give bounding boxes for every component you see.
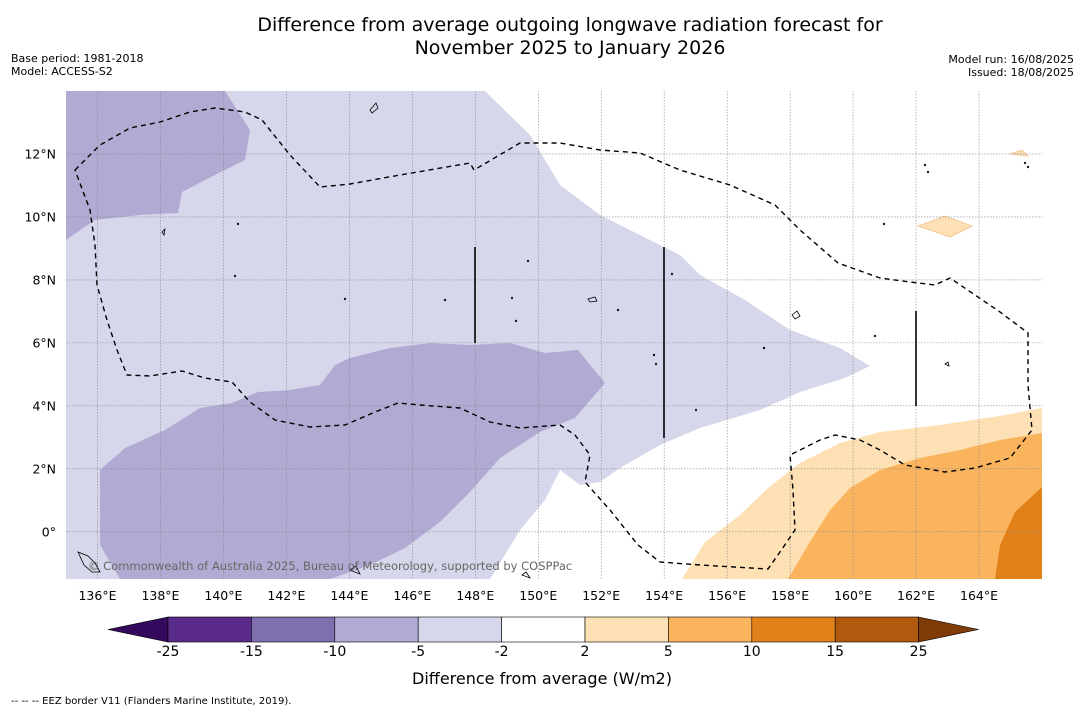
lat-tick-label: 0°: [42, 524, 56, 539]
lon-tick-label: 150°E: [519, 588, 557, 603]
colorbar-tick-label: -2: [494, 644, 509, 660]
colorbar-segment: [417, 616, 502, 643]
colorbar-tick-label: -10: [323, 644, 347, 660]
colorbar-title: Difference from average (W/m2): [412, 669, 672, 688]
model-name: Model: ACCESS-S2: [11, 65, 113, 78]
colorbar-segment: [584, 616, 669, 643]
longitude-tick-labels: 136°E 138°E 140°E 142°E 144°E 146°E 148°E 150°E…: [78, 588, 998, 603]
gridlines: [66, 91, 1042, 579]
eez-border-west: [74, 107, 1033, 570]
anomaly-region-dark-orange: [995, 487, 1042, 579]
colorbar-over-arrow: [918, 616, 979, 643]
lat-tick-label: 2°N: [32, 461, 56, 476]
model-run: Model run: 16/08/2025: [948, 53, 1074, 66]
islands: [77, 102, 1030, 579]
meta-left: Base period: 1981-2018 Model: ACCESS-S2: [11, 52, 143, 78]
lon-tick-label: 140°E: [204, 588, 242, 603]
lat-tick-label: 6°N: [32, 335, 56, 350]
title-line-1: Difference from average outgoing longwav…: [257, 14, 883, 36]
lat-tick-label: 8°N: [32, 272, 56, 287]
colorbar-segment: [834, 616, 919, 643]
lon-tick-label: 144°E: [330, 588, 368, 603]
colorbar-segment: [251, 616, 336, 643]
lat-tick-label: 10°N: [24, 209, 56, 224]
lon-tick-label: 158°E: [771, 588, 809, 603]
map-plot-area: [66, 91, 1042, 579]
colorbar-tick-label: 10: [742, 644, 761, 660]
copyright-notice: © Commonwealth of Australia 2025, Bureau…: [88, 559, 573, 573]
lon-tick-label: 142°E: [267, 588, 305, 603]
meta-right: Model run: 16/08/2025 Issued: 18/08/2025: [948, 53, 1074, 79]
colorbar-tick-label: -15: [239, 644, 263, 660]
colorbar-tick-label: 2: [580, 644, 590, 660]
lat-tick-label: 12°N: [24, 146, 56, 161]
lon-tick-label: 164°E: [960, 588, 998, 603]
colorbar-segment: [501, 616, 586, 643]
latitude-tick-labels: 12°N 10°N 8°N 6°N 4°N 2°N 0°: [24, 146, 56, 539]
lon-tick-label: 148°E: [456, 588, 494, 603]
colorbar-tick-label: -5: [411, 644, 426, 660]
colorbar-under-arrow: [107, 616, 169, 643]
anomaly-region-mid-orange: [788, 433, 1042, 579]
lon-tick-label: 136°E: [78, 588, 116, 603]
colorbar-tick-label: 5: [663, 644, 673, 660]
colorbar-segment: [751, 616, 836, 643]
anomaly-region-mid-purple-south: [100, 343, 605, 579]
colorbar: [107, 616, 979, 643]
colorbar-tick-label: 15: [826, 644, 845, 660]
base-period: Base period: 1981-2018: [11, 52, 144, 65]
lon-tick-label: 154°E: [645, 588, 683, 603]
colorbar-tick-label: -25: [156, 644, 180, 660]
anomaly-region-mid-purple-north: [66, 91, 250, 240]
issued-date: Issued: 18/08/2025: [967, 66, 1074, 79]
anomaly-region-light-orange-tiny: [1009, 149, 1029, 157]
title-line-2: November 2025 to January 2026: [414, 37, 726, 59]
colorbar-segment: [334, 616, 419, 643]
colorbar-segment: [668, 616, 753, 643]
lon-tick-label: 138°E: [141, 588, 179, 603]
lon-tick-label: 156°E: [708, 588, 746, 603]
lon-tick-label: 162°E: [897, 588, 935, 603]
lon-tick-label: 146°E: [393, 588, 431, 603]
lat-tick-label: 4°N: [32, 398, 56, 413]
lon-tick-label: 160°E: [834, 588, 872, 603]
anomaly-region-light-orange-small: [917, 215, 973, 238]
eez-footnote: -- -- -- EEZ border V11 (Flanders Marine…: [11, 696, 292, 707]
colorbar-tick-label: 25: [909, 644, 928, 660]
map-title: Difference from average outgoing longwav…: [0, 14, 1085, 60]
lon-tick-label: 152°E: [582, 588, 620, 603]
colorbar-segment: [167, 616, 252, 643]
